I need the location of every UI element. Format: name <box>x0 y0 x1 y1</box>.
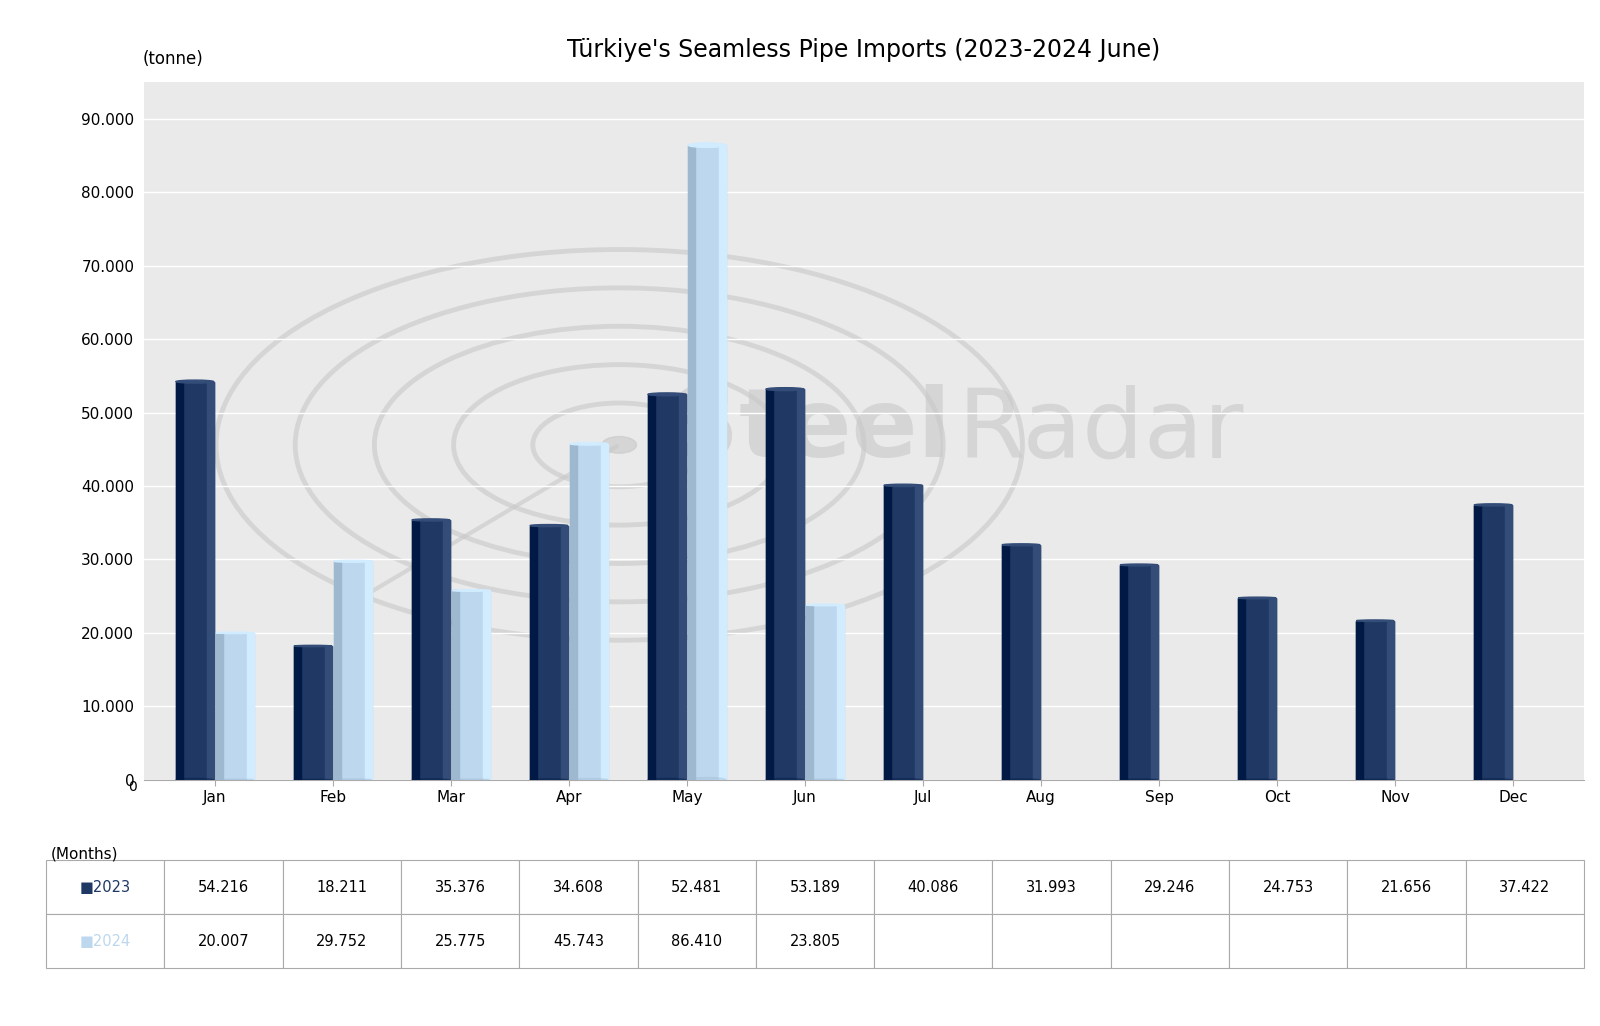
Ellipse shape <box>334 779 371 781</box>
Ellipse shape <box>176 380 214 383</box>
Bar <box>216 633 254 780</box>
Bar <box>1269 598 1275 780</box>
Bar <box>216 633 222 780</box>
Bar <box>453 591 490 780</box>
Bar <box>443 520 450 780</box>
Ellipse shape <box>530 779 568 781</box>
Bar <box>1002 545 1040 780</box>
Bar <box>176 382 214 780</box>
Ellipse shape <box>570 779 608 781</box>
Ellipse shape <box>334 560 371 562</box>
Ellipse shape <box>216 779 254 781</box>
Bar <box>837 605 843 780</box>
Ellipse shape <box>688 778 726 782</box>
Bar <box>562 525 568 780</box>
Ellipse shape <box>1238 779 1275 781</box>
Bar <box>1238 598 1275 780</box>
Bar <box>648 394 654 780</box>
Bar <box>325 646 331 780</box>
Ellipse shape <box>1002 779 1040 781</box>
Bar <box>246 633 254 780</box>
Title: Türkiye's Seamless Pipe Imports (2023-2024 June): Türkiye's Seamless Pipe Imports (2023-20… <box>568 38 1160 63</box>
Bar <box>1357 621 1363 780</box>
Ellipse shape <box>411 779 450 781</box>
Bar <box>570 444 608 780</box>
Ellipse shape <box>885 484 922 486</box>
Bar <box>294 646 301 780</box>
Text: (tonne): (tonne) <box>142 50 203 68</box>
Bar <box>688 145 694 780</box>
Text: Radar: Radar <box>957 385 1245 477</box>
Bar <box>766 389 773 780</box>
Bar <box>1120 565 1158 780</box>
Bar <box>1506 505 1512 780</box>
Bar <box>1002 545 1010 780</box>
Bar <box>797 389 803 780</box>
Ellipse shape <box>648 779 686 781</box>
Ellipse shape <box>648 393 686 396</box>
Bar <box>915 485 922 780</box>
Bar <box>365 561 371 780</box>
Ellipse shape <box>1357 779 1394 781</box>
Bar <box>1120 565 1126 780</box>
Circle shape <box>602 436 637 453</box>
Bar <box>530 525 568 780</box>
Ellipse shape <box>176 779 214 781</box>
Bar <box>1387 621 1394 780</box>
Bar <box>806 605 813 780</box>
Text: Steel: Steel <box>669 385 950 477</box>
Ellipse shape <box>1357 620 1394 622</box>
Bar <box>411 520 419 780</box>
Ellipse shape <box>216 632 254 634</box>
Bar <box>1034 545 1040 780</box>
Ellipse shape <box>453 590 490 591</box>
Bar <box>530 525 536 780</box>
Bar <box>206 382 214 780</box>
Text: (Months): (Months) <box>50 846 118 861</box>
Bar <box>334 561 371 780</box>
Bar <box>688 145 726 780</box>
Bar <box>806 605 843 780</box>
Bar <box>176 382 182 780</box>
Ellipse shape <box>294 645 331 646</box>
Ellipse shape <box>294 779 331 781</box>
Ellipse shape <box>1474 504 1512 506</box>
Ellipse shape <box>411 519 450 521</box>
Bar <box>1357 621 1394 780</box>
Ellipse shape <box>766 388 803 391</box>
Bar <box>570 444 578 780</box>
Ellipse shape <box>688 143 726 148</box>
Ellipse shape <box>570 442 608 445</box>
Ellipse shape <box>1238 597 1275 599</box>
Bar <box>294 646 331 780</box>
Ellipse shape <box>1474 779 1512 781</box>
Bar <box>1474 505 1512 780</box>
Ellipse shape <box>806 604 843 605</box>
Ellipse shape <box>766 779 803 781</box>
Bar <box>334 561 341 780</box>
Ellipse shape <box>1120 779 1158 781</box>
Text: 0: 0 <box>128 780 138 794</box>
Ellipse shape <box>885 779 922 781</box>
Ellipse shape <box>1120 564 1158 566</box>
Ellipse shape <box>806 779 843 781</box>
Bar <box>885 485 891 780</box>
Bar <box>885 485 922 780</box>
Bar <box>1150 565 1158 780</box>
Ellipse shape <box>453 779 490 781</box>
Bar <box>483 591 490 780</box>
Bar <box>453 591 459 780</box>
Ellipse shape <box>530 524 568 526</box>
Bar <box>648 394 686 780</box>
Ellipse shape <box>1002 544 1040 546</box>
Bar <box>678 394 686 780</box>
Bar <box>766 389 803 780</box>
Bar <box>602 444 608 780</box>
Bar <box>718 145 726 780</box>
Bar <box>1238 598 1245 780</box>
Bar <box>411 520 450 780</box>
Bar <box>1474 505 1482 780</box>
